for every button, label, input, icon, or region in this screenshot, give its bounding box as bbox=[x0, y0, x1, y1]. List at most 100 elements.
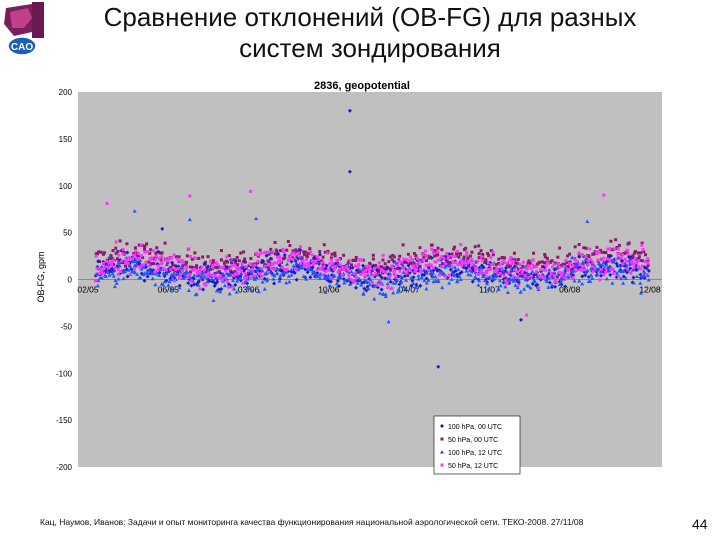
data-point bbox=[445, 252, 449, 256]
data-point bbox=[148, 251, 152, 255]
data-point bbox=[591, 252, 595, 256]
data-point bbox=[342, 253, 346, 257]
data-point bbox=[210, 261, 214, 265]
data-point bbox=[637, 265, 641, 269]
data-point bbox=[433, 254, 437, 258]
data-point bbox=[203, 260, 207, 264]
data-point bbox=[583, 257, 588, 262]
data-point bbox=[240, 262, 244, 266]
data-point bbox=[637, 255, 641, 259]
data-point bbox=[406, 252, 410, 256]
data-point bbox=[224, 271, 229, 275]
data-point bbox=[498, 263, 502, 267]
data-point bbox=[638, 281, 643, 285]
data-point bbox=[394, 275, 398, 279]
data-point bbox=[521, 264, 525, 268]
data-point bbox=[169, 277, 174, 282]
data-point bbox=[502, 273, 506, 277]
data-point bbox=[602, 273, 606, 277]
data-point bbox=[391, 266, 395, 270]
outlier-point bbox=[105, 202, 109, 206]
data-point bbox=[552, 263, 556, 267]
data-point bbox=[273, 240, 277, 244]
data-point bbox=[589, 266, 594, 271]
data-point bbox=[212, 283, 217, 288]
data-point bbox=[207, 272, 211, 276]
data-point bbox=[122, 250, 126, 254]
data-point bbox=[550, 283, 555, 287]
legend: 100 hPa, 00 UTC 50 hPa, 00 UTC 100 hPa, 12… bbox=[433, 415, 521, 475]
data-point bbox=[424, 271, 429, 275]
data-point bbox=[418, 267, 422, 271]
data-point bbox=[548, 260, 552, 264]
data-point bbox=[557, 271, 561, 275]
data-point bbox=[235, 266, 239, 270]
data-point bbox=[430, 247, 434, 251]
data-point bbox=[118, 239, 122, 243]
data-point bbox=[143, 244, 147, 248]
data-point bbox=[105, 262, 110, 267]
data-point bbox=[161, 271, 166, 275]
data-point bbox=[351, 258, 355, 262]
data-point bbox=[534, 270, 538, 274]
data-point bbox=[559, 264, 563, 268]
data-point bbox=[206, 255, 210, 259]
data-point bbox=[95, 283, 100, 288]
data-point bbox=[318, 250, 322, 254]
data-point bbox=[234, 273, 238, 277]
data-point bbox=[440, 254, 444, 258]
data-point bbox=[194, 292, 199, 296]
data-point bbox=[155, 254, 159, 258]
data-point bbox=[298, 261, 302, 265]
data-point bbox=[442, 256, 446, 260]
data-point bbox=[361, 258, 365, 262]
data-point bbox=[269, 247, 273, 251]
data-point bbox=[617, 275, 621, 279]
data-point bbox=[110, 266, 115, 271]
data-point bbox=[436, 253, 440, 257]
data-point bbox=[474, 260, 478, 264]
data-point bbox=[605, 257, 609, 261]
data-point bbox=[476, 283, 481, 287]
data-point bbox=[546, 261, 550, 265]
data-point bbox=[308, 247, 312, 251]
data-point bbox=[178, 275, 182, 279]
data-point bbox=[580, 253, 584, 257]
data-point bbox=[412, 252, 416, 256]
data-point bbox=[512, 264, 517, 269]
data-point bbox=[577, 254, 582, 259]
data-point bbox=[590, 276, 595, 280]
data-point bbox=[474, 266, 478, 270]
data-point bbox=[225, 255, 229, 259]
data-point bbox=[376, 265, 380, 269]
data-point bbox=[168, 257, 172, 261]
data-point bbox=[362, 286, 367, 291]
data-point bbox=[186, 281, 191, 286]
data-point bbox=[604, 262, 609, 267]
data-point bbox=[107, 254, 112, 258]
data-point bbox=[368, 269, 372, 273]
data-point bbox=[99, 250, 103, 254]
data-point bbox=[196, 279, 201, 284]
data-point bbox=[410, 268, 415, 273]
data-point bbox=[110, 261, 114, 265]
data-point bbox=[239, 269, 243, 273]
data-point bbox=[174, 267, 178, 271]
data-point bbox=[353, 285, 358, 290]
outlier-point bbox=[347, 108, 352, 113]
data-point bbox=[514, 264, 519, 269]
data-point bbox=[176, 266, 180, 270]
data-point bbox=[521, 260, 525, 264]
data-point bbox=[397, 260, 401, 264]
data-point bbox=[273, 261, 277, 265]
data-point bbox=[201, 255, 205, 259]
data-point bbox=[328, 265, 333, 269]
data-point bbox=[477, 256, 481, 260]
data-point bbox=[611, 258, 616, 263]
data-point bbox=[153, 282, 158, 287]
data-point bbox=[285, 248, 289, 252]
data-point bbox=[295, 255, 299, 259]
data-point bbox=[409, 275, 414, 280]
data-point bbox=[525, 266, 529, 270]
data-point bbox=[518, 289, 523, 294]
